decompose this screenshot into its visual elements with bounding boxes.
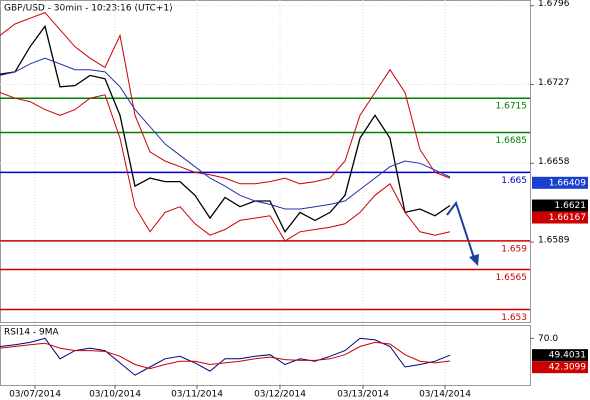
price-tag-label: 1.66167 [549,213,586,223]
price-panel [0,0,531,323]
price-tag [532,199,588,212]
level-label: 1.6565 [496,273,528,283]
rsi-line [0,341,451,370]
chart-title: GBP/USD - 30min - 10:23:16 (UTC+1) [4,4,173,14]
price-tag-label: 42.3099 [549,363,586,373]
x-tick-label: 03/07/2014 [9,390,61,400]
price-tag [532,349,588,362]
level-label: 1.659 [501,244,527,254]
price-tag-label: 1.66409 [549,178,586,188]
level-label: 1.6685 [496,136,528,146]
price-tag-label: 49.4031 [549,351,586,361]
price-tag-label: 1.6621 [555,201,587,211]
x-tick-label: 03/10/2014 [89,390,141,400]
price-line [0,24,451,234]
level-label: 1.665 [501,176,527,186]
price-tag [532,211,588,224]
x-tick-label: 03/12/2014 [254,390,306,400]
rsi-title: RSI14 - 9MA [4,328,60,338]
level-label: 1.653 [501,313,527,323]
y-tick-label: 1.6796 [538,0,570,9]
y-tick-label: 1.6727 [538,78,570,88]
y-tick-label: 1.6658 [538,157,570,167]
y-tick-label: 70.0 [538,334,558,344]
forecast-arrow [446,200,479,266]
x-tick-label: 03/11/2014 [171,390,223,400]
indicator-line [0,57,451,210]
indicator-line [0,92,451,242]
level-label: 1.6715 [496,102,528,112]
x-tick-label: 03/14/2014 [419,390,471,400]
x-tick-label: 03/13/2014 [337,390,389,400]
y-tick-label: 1.6589 [538,236,570,246]
price-tag [532,176,588,189]
indicator-line [0,12,451,185]
price-tag [532,361,588,374]
